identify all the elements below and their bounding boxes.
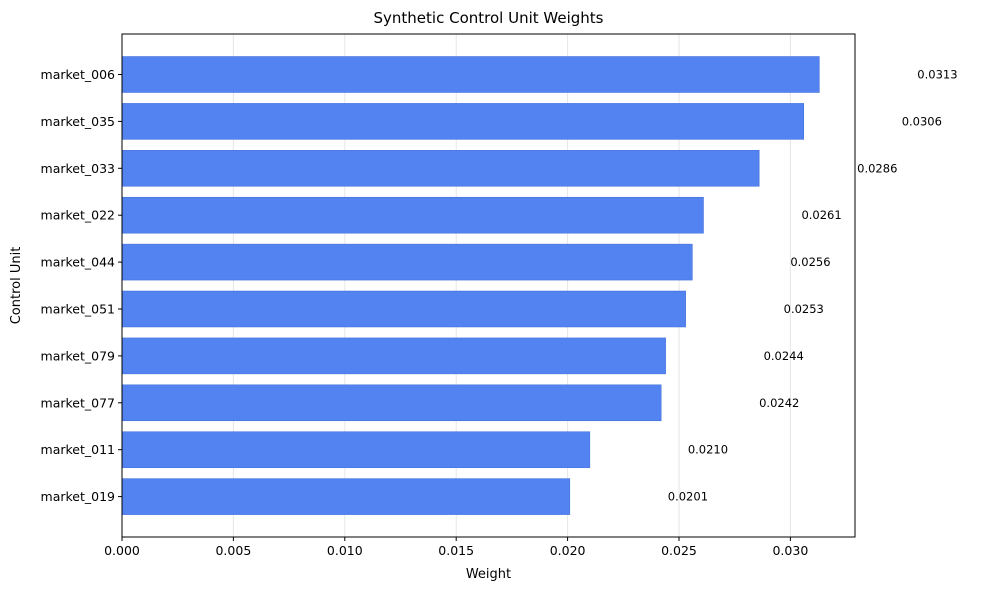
y-tick-label: market_033 bbox=[41, 161, 115, 176]
chart-title: Synthetic Control Unit Weights bbox=[374, 9, 604, 27]
bar-market_051 bbox=[121, 290, 686, 328]
value-label: 0.0244 bbox=[764, 349, 804, 363]
y-tick-label: market_022 bbox=[41, 208, 115, 223]
value-label: 0.0210 bbox=[688, 443, 728, 457]
plot-frame bbox=[121, 33, 856, 538]
y-tick-label: market_019 bbox=[41, 489, 116, 504]
value-label: 0.0286 bbox=[857, 161, 897, 175]
bar-market_006 bbox=[121, 56, 820, 93]
x-tick-label: 0.025 bbox=[661, 543, 697, 558]
y-tick-label: market_044 bbox=[41, 255, 116, 270]
bar-market_079 bbox=[121, 337, 666, 375]
value-label: 0.0201 bbox=[668, 490, 708, 504]
bar-market_019 bbox=[121, 478, 571, 515]
x-tick-label: 0.010 bbox=[327, 543, 363, 558]
y-tick-label: market_035 bbox=[41, 114, 115, 129]
y-tick-label: market_006 bbox=[41, 67, 116, 82]
bar-market_044 bbox=[121, 243, 693, 281]
bar-market_011 bbox=[121, 431, 591, 468]
value-label: 0.0313 bbox=[917, 68, 957, 82]
value-label: 0.0256 bbox=[790, 255, 830, 269]
bar-market_077 bbox=[121, 384, 662, 422]
x-tick-label: 0.005 bbox=[215, 543, 251, 558]
value-label: 0.0306 bbox=[902, 114, 942, 128]
bar-market_035 bbox=[121, 103, 805, 140]
x-axis: 0.000 0.005 0.010 0.015 0.020 0.025 0.030 bbox=[104, 537, 808, 558]
y-tick-label: market_051 bbox=[41, 302, 115, 317]
bars bbox=[121, 56, 820, 515]
y-tick-label: market_077 bbox=[41, 395, 115, 410]
value-labels: 0.0313 0.0306 0.0286 0.0261 0.0256 0.0253 0.02… bbox=[668, 68, 958, 504]
x-tick-label: 0.030 bbox=[772, 543, 808, 558]
bar-market_022 bbox=[121, 196, 704, 234]
y-tick-label: market_011 bbox=[41, 442, 115, 457]
bar-market_033 bbox=[121, 150, 760, 187]
x-tick-label: 0.000 bbox=[104, 543, 140, 558]
y-axis: market_006 market_035 market_033 market_022… bbox=[41, 67, 122, 504]
y-axis-title: Control Unit bbox=[9, 247, 24, 325]
value-label: 0.0253 bbox=[784, 302, 824, 316]
value-label: 0.0261 bbox=[801, 208, 841, 222]
x-tick-label: 0.020 bbox=[550, 543, 586, 558]
value-label: 0.0242 bbox=[759, 396, 799, 410]
x-tick-label: 0.015 bbox=[438, 543, 474, 558]
x-axis-title: Weight bbox=[466, 567, 511, 582]
y-tick-label: market_079 bbox=[41, 348, 116, 363]
